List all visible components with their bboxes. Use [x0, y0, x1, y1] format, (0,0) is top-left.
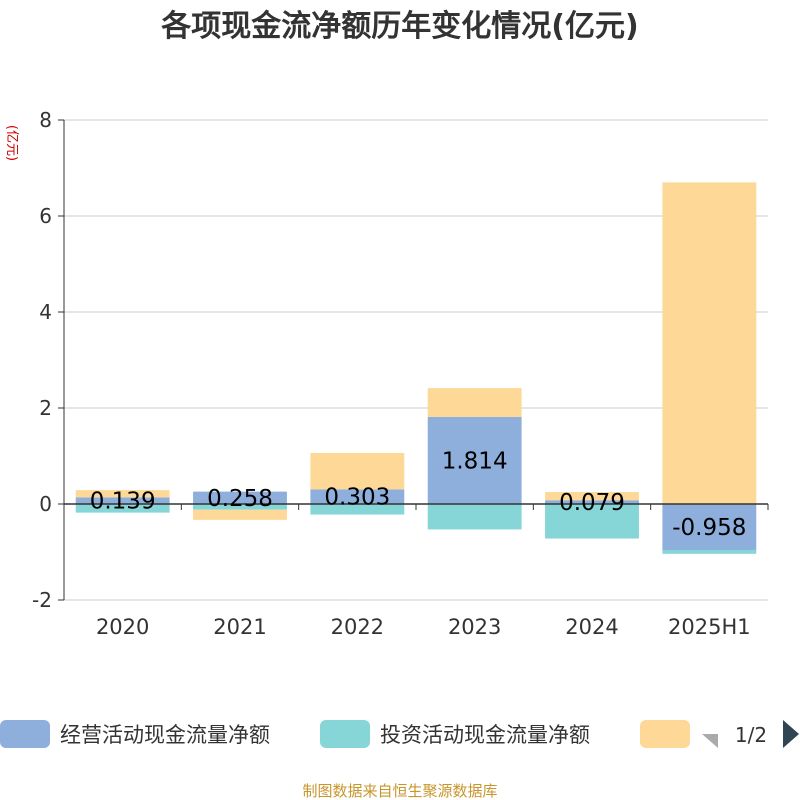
bar-series1-2021 [193, 491, 287, 504]
bar-series1-2023 [427, 416, 522, 504]
data-labels: 0.139 0.258 0.303 1.814 0.079 -0.958 [90, 448, 747, 541]
legend-swatch [640, 720, 690, 748]
data-label: 0.258 [207, 486, 273, 512]
y-tick-label: -2 [32, 588, 52, 612]
data-label: 1.814 [442, 448, 508, 474]
legend-label: 投资活动现金流量净额 [380, 723, 590, 747]
next-page-icon[interactable] [783, 720, 799, 748]
data-label: 0.303 [324, 485, 390, 511]
bar-series3-2021 [193, 509, 287, 520]
bar-series3-2023 [427, 388, 522, 417]
axes: -2 0 2 4 6 8 2020 2021 2022 2023 2024 2025H1 [32, 108, 769, 639]
data-label: 0.079 [559, 490, 625, 516]
bar-series2-2021 [193, 504, 287, 510]
bar-series1-2025H1 [662, 504, 757, 550]
source-note: 制图数据来自恒生聚源数据库 [302, 782, 497, 800]
legend-label: 经营活动现金流量净额 [60, 723, 270, 747]
bar-series3-2020 [75, 490, 170, 498]
legend-swatch [0, 720, 50, 748]
bar-group [75, 182, 757, 554]
bar-series3-2022 [310, 452, 405, 490]
bar-series2-2020 [75, 504, 170, 513]
prev-page-icon[interactable] [702, 720, 718, 748]
legend-page-indicator: 1/2 [735, 723, 767, 747]
legend: 经营活动现金流量净额 投资活动现金流量净额 [0, 720, 690, 748]
grid-lines [64, 119, 768, 601]
bar-series2-2024 [545, 504, 639, 539]
bar-series1-2024 [545, 500, 639, 504]
x-tick-label: 2024 [565, 615, 618, 639]
y-tick-label: 4 [39, 300, 52, 324]
x-tick-label: 2020 [96, 615, 149, 639]
bar-series2-2025H1 [662, 549, 757, 554]
x-tick-label: 2025H1 [668, 615, 751, 639]
y-tick-label: 0 [39, 492, 52, 516]
bar-series1-2022 [310, 489, 405, 504]
y-tick-label: 8 [39, 108, 52, 132]
data-label: 0.139 [90, 489, 156, 515]
x-tick-label: 2022 [331, 615, 384, 639]
x-tick-label: 2023 [448, 615, 501, 639]
bar-series2-2023 [427, 504, 522, 530]
bar-series2-2022 [310, 504, 405, 515]
y-axis-label: (亿元) [4, 125, 19, 161]
bar-series1-2020 [75, 497, 170, 504]
legend-swatch [320, 720, 370, 748]
bar-series3-2025H1 [662, 182, 757, 504]
legend-pager: 1/2 [702, 720, 799, 748]
bar-series3-2024 [545, 492, 639, 501]
y-tick-label: 6 [39, 204, 52, 228]
data-label: -0.958 [672, 515, 746, 541]
y-tick-label: 2 [39, 396, 52, 420]
x-tick-label: 2021 [213, 615, 266, 639]
chart-title: 各项现金流净额历年变化情况(亿元) [160, 9, 638, 44]
